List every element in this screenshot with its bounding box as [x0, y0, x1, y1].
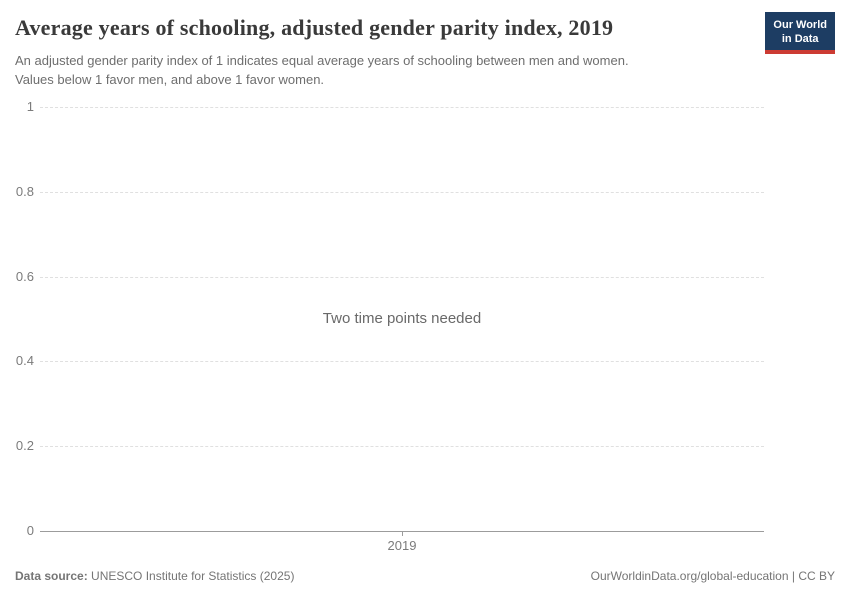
- footer-citation-link[interactable]: OurWorldinData.org/global-education | CC…: [590, 569, 835, 583]
- x-axis-tick: [402, 531, 403, 536]
- y-gridline: [40, 191, 764, 193]
- data-source-text: UNESCO Institute for Statistics (2025): [91, 569, 295, 583]
- data-source-note: Data source: UNESCO Institute for Statis…: [15, 568, 294, 584]
- chart-empty-state-note: Two time points needed: [322, 310, 482, 327]
- x-axis-tick-label: 2019: [387, 538, 417, 553]
- chart-subtitle-line-1: An adjusted gender parity index of 1 ind…: [15, 53, 629, 68]
- chart-subtitle: An adjusted gender parity index of 1 ind…: [15, 51, 735, 89]
- y-axis-tick-label: 0: [26, 523, 34, 538]
- y-axis-tick-label: 1: [26, 99, 34, 114]
- data-source-label: Data source:: [15, 569, 88, 583]
- page-title: Average years of schooling, adjusted gen…: [15, 15, 614, 40]
- y-axis-tick-label: 0.4: [15, 353, 34, 369]
- owid-logo-line-1: Our World: [773, 19, 827, 31]
- chart-subtitle-line-2: Values below 1 favor men, and above 1 fa…: [15, 72, 325, 87]
- y-axis-tick-label: 0.6: [15, 268, 34, 284]
- y-gridline: [40, 446, 764, 448]
- y-gridline: [40, 361, 764, 363]
- y-axis-tick-label: 0.2: [15, 438, 34, 454]
- y-axis-tick-label: 0.8: [15, 183, 34, 199]
- owid-logo-line-2: in Data: [781, 33, 819, 45]
- owid-logo: Our World in Data: [765, 12, 835, 54]
- y-gridline: [40, 107, 764, 108]
- y-gridline: [40, 276, 764, 278]
- chart-footer: Data source: UNESCO Institute for Statis…: [15, 568, 835, 584]
